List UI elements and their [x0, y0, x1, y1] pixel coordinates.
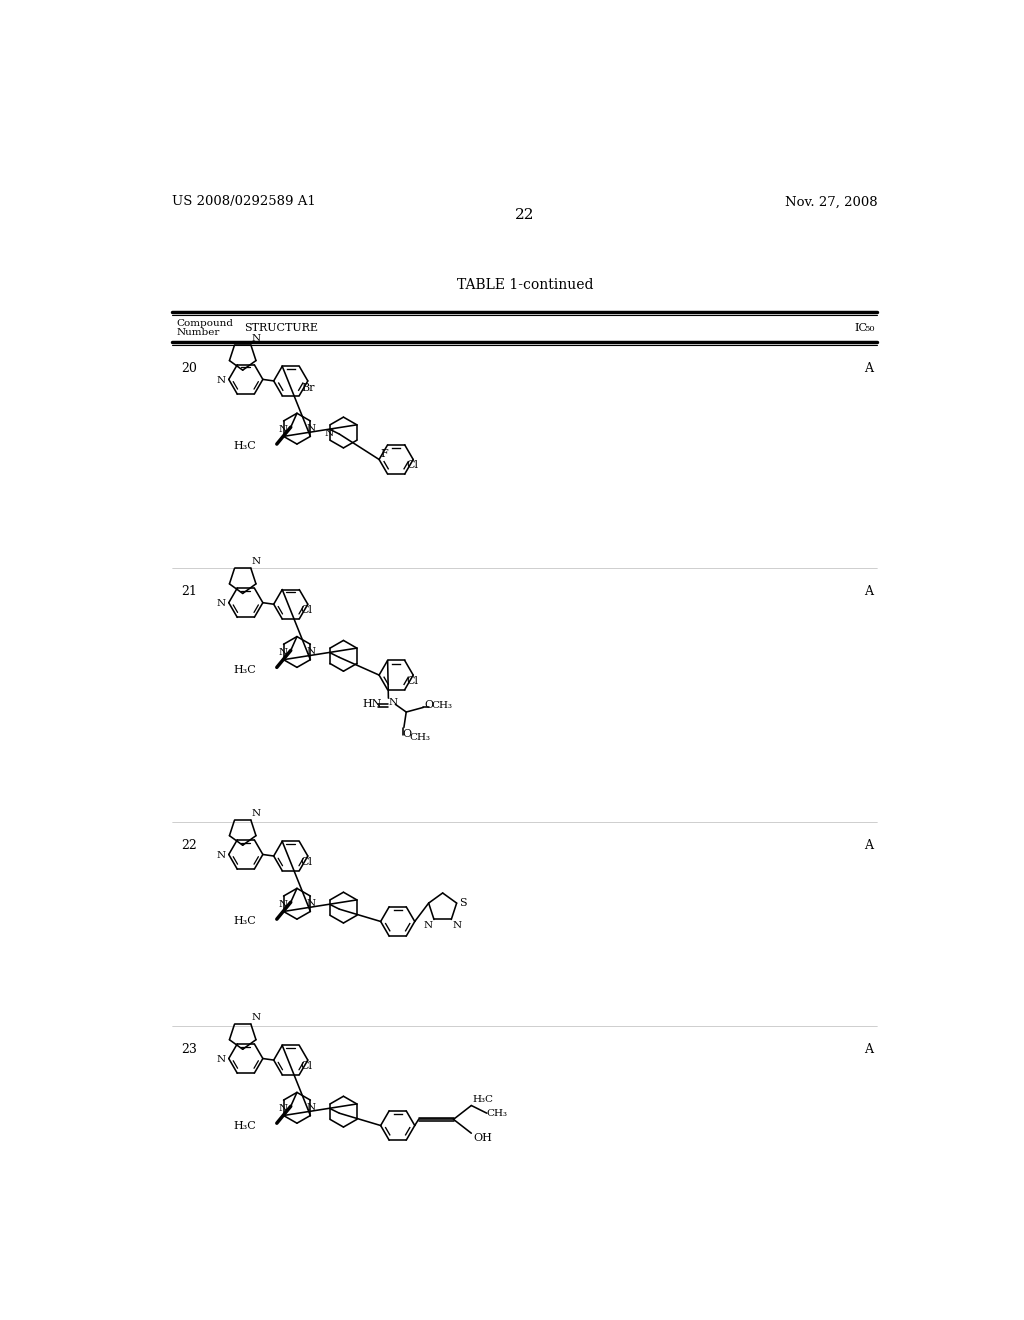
Text: 22: 22: [515, 209, 535, 223]
Text: 22: 22: [180, 840, 197, 853]
Text: CH₃: CH₃: [431, 701, 452, 710]
Text: N: N: [423, 921, 432, 931]
Text: N: N: [388, 697, 397, 706]
Text: H₃C: H₃C: [233, 916, 257, 927]
Text: S: S: [459, 898, 467, 908]
Text: H₃C: H₃C: [473, 1096, 494, 1104]
Text: A: A: [864, 840, 873, 853]
Text: N: N: [252, 809, 261, 818]
Text: N: N: [325, 429, 334, 438]
Text: HN: HN: [362, 700, 382, 709]
Text: N: N: [306, 1102, 315, 1111]
Text: Compound: Compound: [176, 318, 233, 327]
Text: N: N: [306, 647, 315, 656]
Text: N: N: [216, 599, 225, 609]
Text: N: N: [252, 1012, 261, 1022]
Text: N: N: [252, 557, 261, 566]
Text: N: N: [279, 1104, 288, 1113]
Text: Nov. 27, 2008: Nov. 27, 2008: [784, 195, 878, 209]
Text: Cl: Cl: [407, 676, 418, 686]
Text: Cl: Cl: [301, 1061, 312, 1071]
Text: Cl: Cl: [301, 857, 312, 867]
Text: N: N: [279, 648, 288, 657]
Text: TABLE 1-continued: TABLE 1-continued: [457, 277, 593, 292]
Text: 21: 21: [180, 585, 197, 598]
Text: 23: 23: [180, 1043, 197, 1056]
Text: 20: 20: [180, 362, 197, 375]
Text: IC: IC: [854, 323, 867, 333]
Text: Br: Br: [302, 383, 315, 393]
Text: N: N: [216, 1055, 225, 1064]
Text: N: N: [216, 851, 225, 859]
Text: Cl: Cl: [407, 461, 418, 470]
Text: H₃C: H₃C: [233, 441, 257, 451]
Text: 50: 50: [864, 326, 874, 334]
Text: A: A: [864, 585, 873, 598]
Text: H₃C: H₃C: [233, 665, 257, 675]
Text: O: O: [402, 729, 412, 739]
Text: CH₃: CH₃: [410, 733, 430, 742]
Text: O: O: [424, 700, 433, 710]
Text: N: N: [216, 376, 225, 384]
Text: N: N: [252, 334, 261, 343]
Text: STRUCTURE: STRUCTURE: [245, 323, 318, 333]
Text: N: N: [306, 424, 315, 433]
Text: F: F: [381, 449, 388, 459]
Text: N: N: [279, 900, 288, 909]
Text: US 2008/0292589 A1: US 2008/0292589 A1: [172, 195, 316, 209]
Text: CH₃: CH₃: [486, 1109, 508, 1118]
Text: A: A: [864, 1043, 873, 1056]
Text: A: A: [864, 362, 873, 375]
Text: N: N: [453, 921, 462, 931]
Text: OH: OH: [473, 1133, 492, 1143]
Text: N: N: [279, 425, 288, 434]
Text: Cl: Cl: [301, 605, 312, 615]
Text: Number: Number: [176, 327, 219, 337]
Text: H₃C: H₃C: [233, 1121, 257, 1130]
Text: N: N: [306, 899, 315, 908]
